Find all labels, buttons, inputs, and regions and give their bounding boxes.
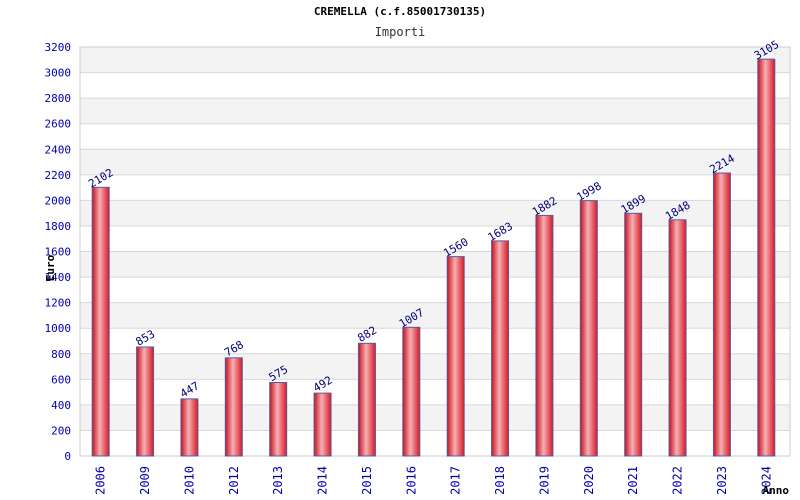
bar (491, 240, 510, 457)
bar (535, 214, 554, 457)
bar (91, 186, 110, 457)
x-tick-label: 2006 (94, 466, 108, 495)
y-tick-label: 2600 (45, 118, 72, 131)
bar (668, 219, 687, 457)
x-tick-label: 2014 (316, 466, 330, 495)
y-tick-label: 600 (51, 373, 71, 386)
x-axis: 2006 2009 2010 2012 2013 2014 2015 2016 2017 2018… (94, 466, 774, 495)
x-tick-label: 2021 (626, 466, 640, 495)
bar (269, 382, 288, 457)
bars (91, 58, 776, 457)
chart-subtitle: Importi (374, 25, 426, 39)
y-tick-label: 3200 (45, 41, 72, 54)
plot-frame (79, 46, 791, 457)
x-axis-label: Anno (763, 484, 790, 497)
y-tick-label: 0 (64, 450, 71, 463)
x-tick-label: 2019 (537, 466, 551, 495)
x-tick-label: 2017 (449, 466, 463, 495)
y-tick-label: 200 (51, 424, 71, 437)
bar (579, 200, 598, 457)
bar (357, 342, 376, 457)
plot-band (80, 72, 790, 99)
y-tick-label: 1800 (45, 220, 72, 233)
x-tick-label: 2009 (138, 466, 152, 495)
x-tick-label: 2024 (759, 466, 773, 495)
y-tick-label: 2400 (45, 143, 72, 156)
y-tick-label: 2800 (45, 92, 72, 105)
y-tick-label: 2200 (45, 169, 72, 182)
y-axis-label: Euro (44, 254, 57, 281)
y-tick-label: 3000 (45, 67, 72, 80)
x-tick-label: 2022 (671, 466, 685, 495)
plot-band (80, 174, 790, 201)
plot-background (80, 47, 790, 456)
y-tick-label: 1000 (45, 322, 72, 335)
bar (136, 346, 155, 457)
x-tick-label: 2023 (715, 466, 729, 495)
y-tick-label: 1200 (45, 297, 72, 310)
x-tick-label: 2013 (271, 466, 285, 495)
chart-title: CREMELLA (c.f.85001730135) (313, 5, 487, 18)
y-tick-label: 400 (51, 399, 71, 412)
bar (446, 256, 465, 457)
plot-band (80, 98, 790, 124)
x-tick-label: 2020 (582, 466, 596, 495)
y-axis: 0 200 400 600 800 1000 1200 1400 1600 1800 2000 220… (45, 41, 72, 463)
plot-band (80, 149, 790, 175)
bar (712, 172, 731, 457)
bar (757, 58, 776, 457)
y-tick-label: 1400 (45, 271, 72, 284)
x-tick-label: 2012 (227, 466, 241, 495)
x-tick-label: 2015 (360, 466, 374, 495)
x-tick-label: 2018 (493, 466, 507, 495)
y-tick-label: 800 (51, 348, 71, 361)
bar (313, 392, 332, 457)
y-tick-label: 2000 (45, 194, 72, 207)
bar (624, 212, 643, 457)
bar (402, 326, 421, 457)
bar (180, 398, 199, 457)
x-tick-label: 2016 (404, 466, 418, 495)
plot-band (80, 47, 790, 73)
y-tick-label: 1600 (45, 246, 72, 259)
plot-band (80, 123, 790, 150)
x-tick-label: 2010 (182, 466, 196, 495)
bar (224, 357, 243, 457)
